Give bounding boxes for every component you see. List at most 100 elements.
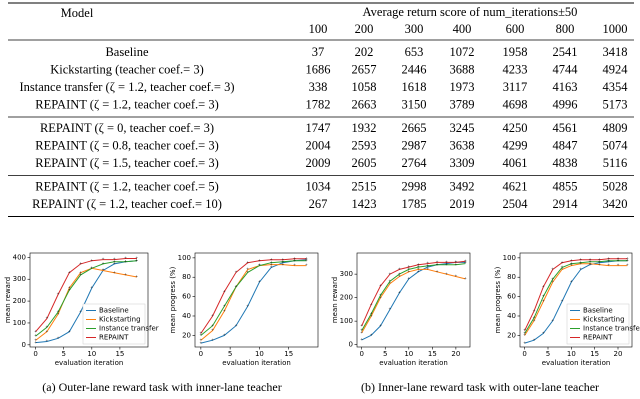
series-marker: +	[90, 286, 93, 291]
series-marker: +	[617, 259, 620, 264]
series-marker: +	[589, 263, 592, 268]
row-model: REPAINT (ζ = 0.8, teacher coef.= 3)	[35, 138, 218, 152]
series-marker: +	[523, 341, 526, 346]
series-line	[200, 258, 307, 334]
series-marker: +	[34, 341, 37, 346]
legend-label: Baseline	[99, 307, 129, 315]
y-tick-label: 300	[340, 270, 353, 278]
series-marker: +	[57, 293, 60, 298]
series-marker: +	[246, 304, 249, 309]
series-marker: +	[246, 268, 249, 273]
series-marker: +	[598, 260, 601, 265]
series-marker: +	[68, 330, 71, 335]
series-marker: +	[270, 266, 273, 271]
figure-caption: (a) Outer-lane reward task with inner-la…	[42, 380, 281, 394]
series-marker: +	[533, 319, 536, 324]
cell-value: 3492	[450, 179, 475, 193]
y-tick-label: 100	[340, 317, 353, 325]
cell-value: 4621	[503, 179, 528, 193]
cell-value: 4809	[603, 121, 628, 135]
series-marker: +	[258, 264, 261, 269]
cell-value: 2663	[352, 97, 377, 111]
x-axis-label: evaluation iteration	[379, 359, 448, 367]
series-line	[361, 261, 466, 341]
series-marker: +	[45, 340, 48, 345]
series-marker: +	[68, 286, 71, 291]
series-marker: +	[270, 263, 273, 268]
series-marker: +	[270, 258, 273, 263]
series-line	[35, 260, 137, 344]
series-marker: +	[417, 270, 420, 275]
cell-value: 1782	[306, 97, 331, 111]
cell-value: 4233	[503, 62, 528, 76]
series-marker: +	[533, 316, 536, 321]
x-axis-label: evaluation iteration	[542, 359, 611, 367]
series-marker: +	[223, 334, 226, 339]
series-marker: +	[211, 338, 214, 343]
series-marker: +	[199, 332, 202, 337]
series-marker: +	[379, 293, 382, 298]
header-group: Average return score of num_iterations±5…	[363, 5, 578, 19]
series-marker: +	[523, 332, 526, 337]
series-marker: +	[293, 264, 296, 269]
cell-value: 2914	[553, 197, 579, 211]
series-marker: +	[436, 270, 439, 275]
series-marker: +	[607, 259, 610, 264]
legend-label: Kickstarting	[583, 316, 625, 324]
series-marker: +	[533, 309, 536, 314]
series-marker: +	[445, 262, 448, 267]
series-marker: +	[417, 265, 420, 270]
header-column: 800	[556, 22, 575, 36]
cell-value: 1034	[306, 179, 332, 193]
series-line	[35, 258, 137, 333]
cell-value: 1785	[402, 197, 427, 211]
cell-value: 3688	[450, 62, 475, 76]
series-marker: +	[305, 264, 308, 269]
series-marker: +	[617, 257, 620, 262]
series-marker: +	[199, 341, 202, 346]
series-marker: +	[579, 258, 582, 263]
series-marker: +	[258, 264, 261, 269]
y-tick-label: 400	[13, 253, 26, 261]
series-marker: +	[417, 263, 420, 268]
x-tick-label: 10	[404, 350, 413, 358]
series-marker: +	[79, 273, 82, 278]
cell-value: 1973	[450, 80, 475, 94]
cell-value: 3309	[450, 156, 475, 170]
series-marker: +	[223, 309, 226, 314]
x-tick-label: 0	[199, 350, 203, 358]
series-line	[361, 260, 466, 327]
series-marker: +	[79, 310, 82, 315]
figure-caption: (b) Inner-lane reward task with outer-la…	[361, 380, 599, 394]
series-marker: +	[360, 331, 363, 336]
row-model: REPAINT (ζ = 1.2, teacher coef.= 10)	[32, 197, 222, 211]
series-marker: +	[561, 266, 564, 271]
cell-value: 2998	[402, 179, 427, 193]
cell-value: 37	[312, 45, 325, 59]
series-marker: +	[407, 270, 410, 275]
cell-value: 3150	[402, 97, 427, 111]
series-marker: +	[607, 257, 610, 262]
cell-value: 1058	[352, 80, 377, 94]
series-marker: +	[68, 288, 71, 293]
plot-frame	[519, 252, 633, 348]
series-marker: +	[135, 257, 138, 262]
series-line	[524, 260, 628, 344]
cell-value: 1958	[503, 45, 528, 59]
legend-label: Instance transfer	[583, 325, 640, 333]
y-tick-label: 60	[507, 293, 516, 301]
x-tick-label: 15	[428, 350, 437, 358]
x-tick-label: 10	[567, 350, 576, 358]
series-marker: +	[124, 257, 127, 262]
x-tick-label: 20	[451, 350, 460, 358]
series-marker: +	[523, 329, 526, 334]
cell-value: 4299	[503, 138, 528, 152]
row-model: REPAINT (ζ = 1.5, teacher coef.= 3)	[35, 156, 218, 170]
cell-value: 2665	[402, 121, 427, 135]
series-marker: +	[293, 259, 296, 264]
cell-value: 4061	[503, 156, 528, 170]
row-model: Instance transfer (ζ = 1.2, teacher coef…	[19, 80, 234, 94]
y-tick-label: 200	[13, 297, 26, 305]
series-marker: +	[235, 271, 238, 276]
